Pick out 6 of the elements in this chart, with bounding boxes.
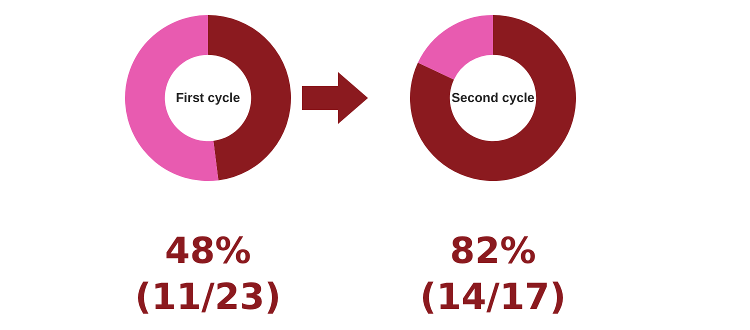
text: 48% [164,230,252,274]
text: (11/23) [134,276,282,320]
text: (14/17) [418,276,568,320]
text: First cycle [174,89,242,107]
text: 82% [448,230,538,274]
text: Second cycle [450,89,536,107]
